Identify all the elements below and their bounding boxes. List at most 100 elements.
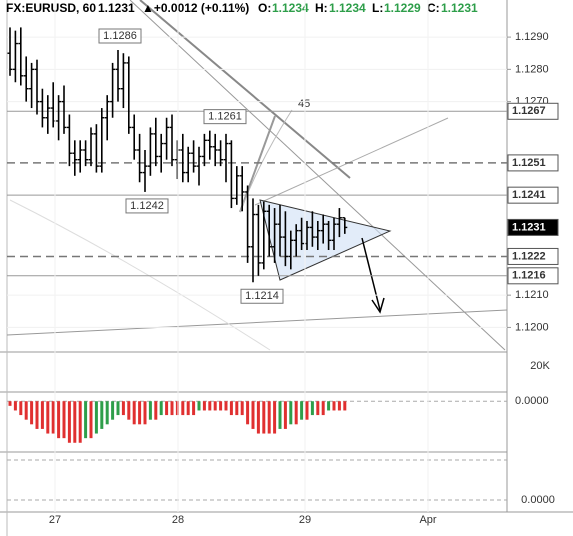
arrow [361,237,381,311]
macd-bar [30,401,34,425]
angle-label: 45 [298,98,310,110]
macd-bar [111,401,115,420]
angle-line [239,115,276,213]
x-tick-label: 27 [49,514,61,526]
close-value: 1.1231 [441,1,478,15]
high-label: H: [315,1,328,15]
price-label-box [507,154,559,172]
arrow-head [371,297,385,314]
macd-bar [159,401,163,416]
macd-bar [89,401,93,439]
change: ▲+0.0012 (+0.11%) [142,1,249,15]
macd-bar [57,401,61,439]
macd-bar [19,401,23,416]
macd-bar [105,401,109,425]
price-label-box [507,102,559,120]
annotation: 1.1261 [208,111,242,123]
macd-bar [246,401,250,425]
macd-bar [337,401,341,411]
low-value: 1.1229 [384,1,421,15]
macd-bar [262,401,266,434]
macd-bar [267,401,271,434]
macd-bar [235,401,239,416]
price-label: 1.1267 [512,105,546,117]
macd-bar [94,401,98,434]
y-tick-label: 1.1200 [515,321,549,333]
macd-bar [294,401,298,425]
macd-bar [170,401,174,416]
macd-bar [321,401,325,416]
macd-bar [192,401,196,416]
macd-bar [343,401,347,411]
macd-bar [132,401,136,425]
macd-bar [278,401,282,429]
macd-bar [46,401,50,434]
x-tick-label: 28 [172,514,184,526]
macd-bar [208,401,212,411]
y-tick-label: 1.1290 [515,31,549,43]
price-label-box [507,247,559,265]
macd-bar [165,401,169,416]
price-label-box [507,267,559,285]
macd-bar [310,401,314,416]
macd-bar [24,401,28,420]
high-value: 1.1234 [329,1,366,15]
close-label: C: [427,1,440,15]
y-tick-label: 1.1210 [515,289,549,301]
last-price: 1.1231 [98,1,135,15]
angle-arc [239,109,293,213]
macd-bar [256,401,260,434]
price-label: 1.1241 [512,189,546,201]
macd-bar [175,401,179,416]
moving-average [139,0,351,179]
macd-bar [154,401,158,420]
annotation: 1.1214 [245,290,279,302]
price-label: 1.1216 [512,270,546,282]
open-value: 1.1234 [272,1,309,15]
macd-bar [13,401,17,411]
annotation-box [240,288,284,304]
low-label: L: [372,1,383,15]
annotation: 1.1242 [130,200,164,212]
x-tick-label: 29 [299,514,311,526]
macd-bar [251,401,255,429]
macd-bar [197,401,201,411]
annotation: 1.1286 [103,30,137,42]
macd-bar [121,401,125,416]
trendline [6,309,508,336]
macd-bar [51,401,55,434]
price-label-box [507,218,559,236]
macd-bar [283,401,287,429]
volume-label: 20K [530,360,550,372]
stoch-label: 0.0000 [521,494,555,506]
y-tick-label: 1.1280 [515,63,549,75]
macd-bar [273,401,277,434]
macd-bar [84,401,88,439]
macd-bar [116,401,120,416]
macd-bar [186,401,190,416]
macd-bar [148,401,152,420]
price-label: 1.1231 [512,221,546,233]
annotation-box [203,109,247,125]
macd-bar [67,401,71,443]
macd-bar [213,401,217,411]
symbol: FX:EURUSD, 60 [6,1,96,15]
annotation-box [98,28,142,44]
macd-bar [224,401,228,411]
open-label: O: [258,1,271,15]
price-label-box [507,186,559,204]
macd-bar [143,401,147,425]
trendline [254,117,449,206]
macd-bar [300,401,304,420]
macd-bar [138,401,142,425]
macd-bar [62,401,66,439]
macd-bar [305,401,309,420]
macd-bar [327,401,331,411]
price-label: 1.1222 [512,250,546,262]
macd-bar [73,401,77,443]
macd-bar [35,401,39,429]
macd-bar [240,401,244,416]
macd-bar [8,401,12,406]
macd-bar [289,401,293,425]
